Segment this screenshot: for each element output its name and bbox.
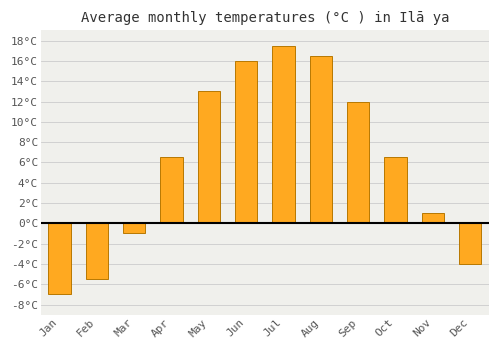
Bar [160,158,183,223]
Bar [48,223,71,294]
Bar [459,223,481,264]
Bar [384,158,407,223]
Bar [86,223,108,279]
Bar [422,213,444,223]
Title: Average monthly temperatures (°C ) in Ilā ya: Average monthly temperatures (°C ) in Il… [80,11,449,25]
Bar [310,56,332,223]
Bar [272,46,295,223]
Bar [347,102,370,223]
Bar [198,91,220,223]
Bar [123,223,146,233]
Bar [235,61,258,223]
